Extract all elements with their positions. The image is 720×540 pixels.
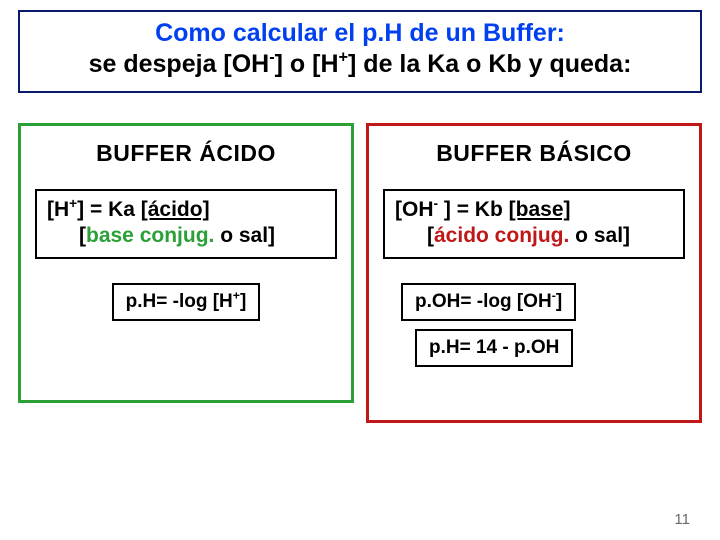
- fa2-seg1: [: [79, 224, 86, 247]
- fa2-seg2: base conjug.: [86, 224, 214, 247]
- ph-acid-wrap: p.H= -log [H+]: [33, 283, 339, 321]
- formula-basic-row2: [ácido conjug. o sal]: [395, 223, 673, 249]
- ph-acid-seg1: p.H= -log [H: [126, 291, 233, 312]
- panel-basic: BUFFER BÁSICO [OH- ] = Kb [base] [ácido …: [366, 123, 702, 423]
- poh-seg2: ]: [556, 291, 562, 312]
- title-line1: Como calcular el p.H de un Buffer:: [30, 18, 690, 49]
- fb-seg3: [base]: [509, 198, 571, 221]
- title-line2-seg3: ] de la Ka o Kb y queda:: [348, 50, 631, 78]
- fa-seg1: [H: [47, 198, 69, 221]
- sup-plus-2: +: [69, 196, 77, 211]
- page-number: 11: [674, 511, 690, 528]
- formula-acid-row1: [H+] = Ka [ácido]: [47, 197, 325, 223]
- right-bottom-group: p.OH= -log [OH-] p.H= 14 - p.OH: [381, 283, 687, 367]
- sup-plus-3: +: [233, 289, 240, 303]
- formula-basic-row1: [OH- ] = Kb [base]: [395, 197, 673, 223]
- fb2-seg2: ácido conjug.: [434, 224, 569, 247]
- sup-plus: +: [339, 49, 349, 67]
- fb2-seg3: o sal]: [569, 224, 630, 247]
- fb-seg2: ] = Kb: [438, 198, 509, 221]
- formula-acid-row2: [base conjug. o sal]: [47, 223, 325, 249]
- panels-row: BUFFER ÁCIDO [H+] = Ka [ácido] [base con…: [18, 123, 702, 423]
- heading-acid: BUFFER ÁCIDO: [33, 140, 339, 167]
- fa-seg3: [ácido]: [141, 198, 210, 221]
- ph14-box: p.H= 14 - p.OH: [415, 329, 573, 367]
- formula-acid: [H+] = Ka [ácido] [base conjug. o sal]: [35, 189, 337, 260]
- fa-seg2: ] = Ka: [77, 198, 141, 221]
- formula-basic: [OH- ] = Kb [base] [ácido conjug. o sal]: [383, 189, 685, 260]
- ph-acid-seg2: ]: [240, 291, 246, 312]
- fb-seg1: [OH: [395, 198, 434, 221]
- panel-acid: BUFFER ÁCIDO [H+] = Ka [ácido] [base con…: [18, 123, 354, 403]
- title-line2: se despeja [OH-] o [H+] de la Ka o Kb y …: [30, 49, 690, 80]
- title-line2-seg2: ] o [H: [275, 50, 339, 78]
- heading-basic: BUFFER BÁSICO: [381, 140, 687, 167]
- poh-box: p.OH= -log [OH-]: [401, 283, 576, 321]
- ph-acid-box: p.H= -log [H+]: [112, 283, 261, 321]
- poh-seg1: p.OH= -log [OH: [415, 291, 552, 312]
- title-line2-seg1: se despeja [OH: [89, 50, 270, 78]
- fa2-seg3: o sal]: [214, 224, 275, 247]
- fb2-seg1: [: [427, 224, 434, 247]
- title-box: Como calcular el p.H de un Buffer: se de…: [18, 10, 702, 93]
